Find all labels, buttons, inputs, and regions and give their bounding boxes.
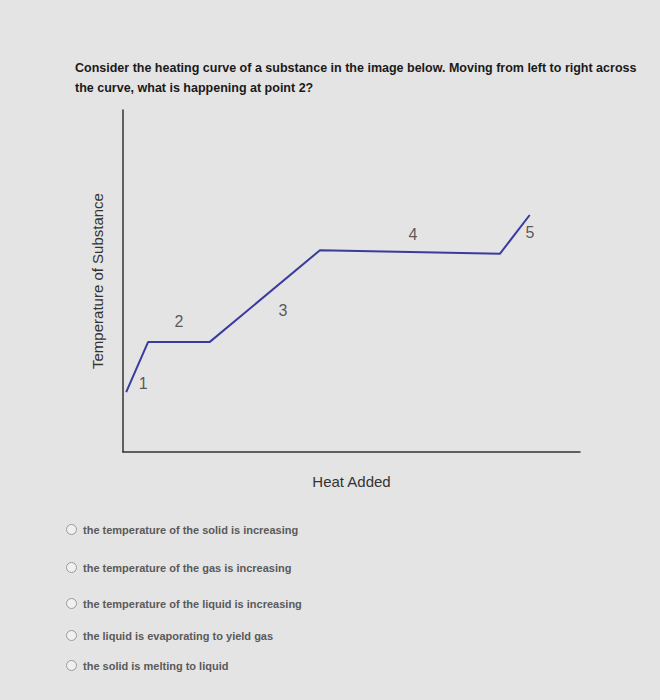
html-text:the temperature of the liquid: the temperature of the liquid is increas…	[83, 598, 302, 610]
svg-text:3: 3	[278, 302, 287, 319]
svg-text:1: 1	[139, 375, 148, 392]
svg-text:5: 5	[525, 224, 534, 241]
html-text:the temperature of the gas is: the temperature of the gas is increasing	[83, 562, 292, 574]
svg-text:4: 4	[409, 226, 418, 243]
svg-text:Temperature of Substance: Temperature of Substance	[89, 193, 106, 369]
html-text:Consider the heating curve of: Consider the heating curve of a substanc…	[75, 61, 637, 95]
html-text:the temperature of the solid i: the temperature of the solid is increasi…	[83, 524, 299, 536]
html-text:the solid is melting to liquid: the solid is melting to liquid	[83, 660, 229, 672]
svg-text:Heat Added: Heat Added	[312, 473, 390, 490]
svg-text:2: 2	[175, 313, 184, 330]
html-text:the liquid is evaporating to y: the liquid is evaporating to yield gas	[83, 630, 274, 642]
